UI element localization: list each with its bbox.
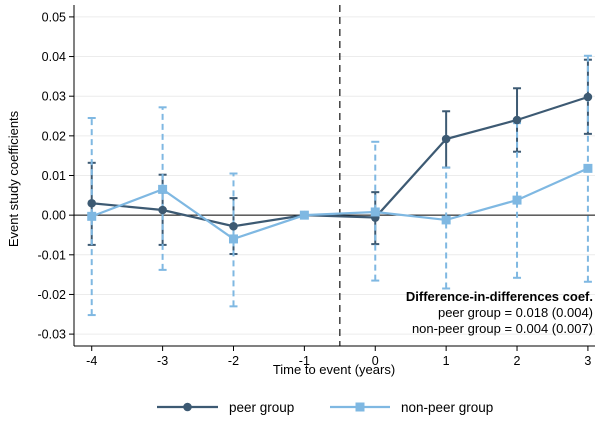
y-tick-label: 0.02 xyxy=(42,129,66,143)
x-axis-title: Time to event (years) xyxy=(273,362,395,377)
x-tick-label: 1 xyxy=(443,354,450,368)
legend-peer-label: peer group xyxy=(229,400,294,415)
y-tick-label: 0.03 xyxy=(42,90,66,104)
axes: -0.03 -0.02 -0.01 0.00 0.01 0.02 0.03 0.04 0.05 -… xyxy=(38,5,595,368)
x-tick-label: 3 xyxy=(584,354,591,368)
point-peer xyxy=(512,115,522,125)
y-tick-label: -0.02 xyxy=(38,288,67,302)
legend-nonpeer-marker xyxy=(355,402,365,412)
point-nonpeer xyxy=(87,211,97,221)
point-nonpeer xyxy=(583,163,593,173)
x-tick-label: 0 xyxy=(372,354,379,368)
series-lines xyxy=(91,95,589,241)
legend: peer group non-peer group xyxy=(157,400,493,415)
x-tick-label: -4 xyxy=(86,354,97,368)
point-peer xyxy=(158,205,167,215)
x-tick-label: -2 xyxy=(228,354,239,368)
y-tick-label: -0.03 xyxy=(38,328,67,342)
point-nonpeer xyxy=(299,210,309,220)
series-markers xyxy=(87,92,593,244)
point-peer xyxy=(229,221,238,231)
point-nonpeer xyxy=(441,215,451,225)
annotation-title: Difference-in-differences coef. xyxy=(406,289,593,304)
y-axis-title: Event study coefficients xyxy=(6,110,21,247)
annotation-line-nonpeer: non-peer group = 0.004 (0.007) xyxy=(412,321,593,336)
point-peer xyxy=(441,134,451,144)
y-tick-label: 0.04 xyxy=(42,50,66,64)
annotation-line-peer: peer group = 0.018 (0.004) xyxy=(438,305,593,320)
legend-peer-marker xyxy=(183,402,192,412)
x-tick-label: 2 xyxy=(514,354,521,368)
did-annotation: Difference-in-differences coef. peer gro… xyxy=(406,289,593,336)
series-line-nonpeer xyxy=(91,167,589,241)
point-nonpeer xyxy=(512,195,522,205)
point-peer xyxy=(583,92,593,102)
point-nonpeer xyxy=(228,234,238,244)
point-nonpeer xyxy=(370,207,380,217)
y-tick-label: 0.05 xyxy=(42,10,66,24)
y-tick-label: 0.00 xyxy=(42,209,66,223)
series-line-peer xyxy=(91,95,589,228)
point-peer xyxy=(87,198,97,208)
x-tick-label: -3 xyxy=(157,354,168,368)
legend-nonpeer-label: non-peer group xyxy=(401,400,493,415)
legend-item-peer: peer group xyxy=(157,400,294,415)
x-tick-label: -1 xyxy=(299,354,310,368)
y-tick-label: 0.01 xyxy=(42,169,66,183)
y-tick-label: -0.01 xyxy=(38,248,67,262)
point-nonpeer xyxy=(158,184,168,194)
legend-item-nonpeer: non-peer group xyxy=(330,400,493,415)
